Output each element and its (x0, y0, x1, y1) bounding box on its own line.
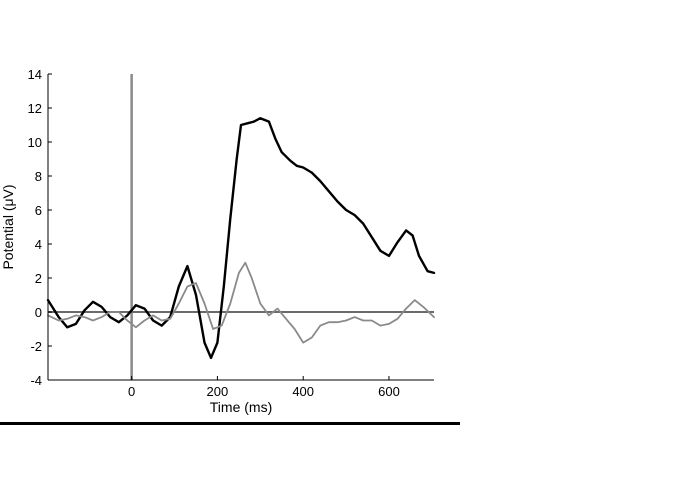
series-line-black (46, 116, 436, 360)
x-ticks: 0 200 400 600 (128, 376, 400, 399)
axes (47, 74, 434, 381)
y-tick-label: 4 (35, 237, 42, 252)
y-tick-label: 12 (28, 101, 42, 116)
y-tick-label: 0 (35, 305, 42, 320)
y-tick-label: 14 (28, 67, 42, 82)
top-crop (0, 0, 47, 68)
bottom-divider (0, 422, 460, 425)
x-tick-label: 200 (207, 384, 229, 399)
y-tick-label: 10 (28, 135, 42, 150)
y-tick-label: 2 (35, 271, 42, 286)
y-ticks: -4 -2 0 2 4 6 8 10 12 14 (28, 67, 52, 388)
y-tick-label: -2 (30, 339, 42, 354)
reference-lines (48, 74, 434, 380)
x-tick-label: 600 (378, 384, 400, 399)
x-tick-label: 400 (292, 384, 314, 399)
x-tick-label: 0 (128, 384, 135, 399)
y-tick-label: -4 (30, 373, 42, 388)
series-line-gray (47, 261, 435, 344)
y-tick-label: 6 (35, 203, 42, 218)
x-axis-title: Time (ms) (210, 399, 272, 415)
y-axis-title: Potential (μV) (0, 184, 16, 269)
y-tick-label: 8 (35, 169, 42, 184)
series-layer (46, 116, 436, 360)
